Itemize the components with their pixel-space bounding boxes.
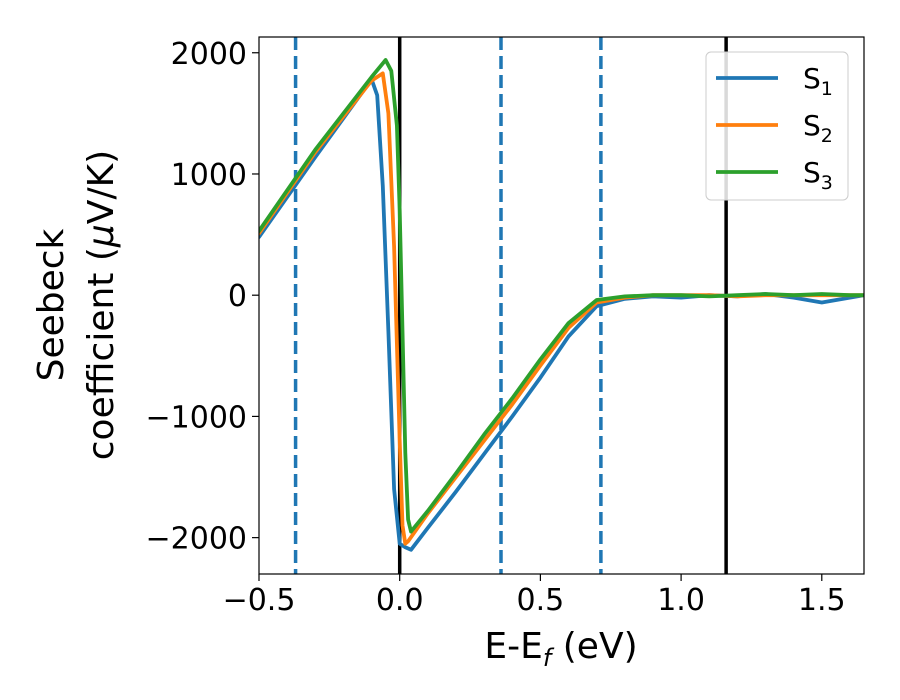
- x-axis-ticks: −0.5 0.0 0.5 1.0 1.5: [223, 574, 846, 618]
- series-lines: [259, 58, 864, 552]
- x-tick-label: 1.0: [657, 583, 705, 618]
- x-tick-label: 1.5: [798, 583, 846, 618]
- legend-label-S2: S2: [803, 109, 833, 147]
- y-axis-title-line1: Seebeck: [31, 228, 72, 381]
- legend-label-S1: S1: [803, 62, 833, 100]
- vertical-reference-lines: [293, 37, 728, 574]
- legend: S1 S2 S3: [705, 51, 849, 201]
- x-axis-title-unit: (eV): [551, 626, 637, 667]
- y-tick-label: −1000: [146, 400, 247, 435]
- y-axis-title-line2-text: coefficient (: [81, 247, 122, 460]
- y-axis-title-unit: V/K): [81, 150, 122, 224]
- x-axis-title: E-Ef (eV): [484, 626, 637, 672]
- y-axis-title-line2: coefficient (μV/K): [81, 150, 122, 460]
- x-tick-label: 0.5: [517, 583, 565, 618]
- y-axis-title-mu: μ: [81, 224, 122, 248]
- y-tick-label: −2000: [146, 522, 247, 557]
- plot-frame: [258, 36, 865, 575]
- x-axis-title-main: E-E: [484, 626, 542, 667]
- y-tick-label: 1000: [171, 158, 247, 193]
- y-tick-label: 2000: [171, 37, 247, 72]
- legend-label-S3: S3: [803, 156, 833, 194]
- y-axis-ticks: −2000 −1000 0 1000 2000: [146, 37, 259, 557]
- y-tick-label: 0: [228, 279, 247, 314]
- series-line-S3: [259, 58, 864, 534]
- x-tick-label: −0.5: [223, 583, 296, 618]
- x-tick-label: 0.0: [376, 583, 424, 618]
- legend-entries: S1 S2 S3: [716, 62, 833, 194]
